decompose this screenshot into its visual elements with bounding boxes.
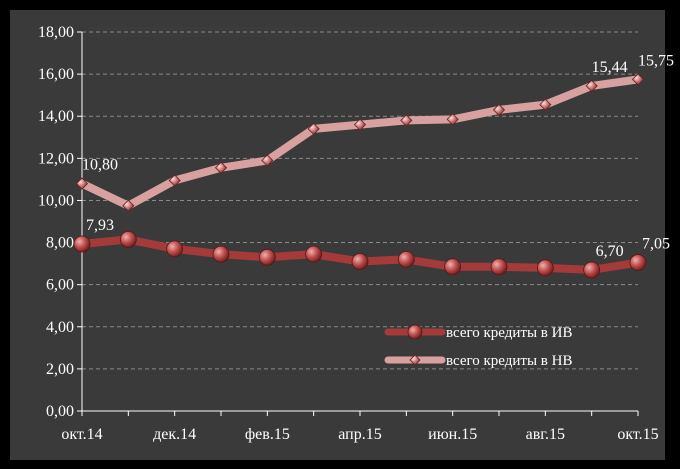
- data-point: [212, 245, 230, 263]
- data-point: [629, 254, 647, 271]
- y-tick-label: 6,00: [46, 277, 74, 294]
- y-tick-label: 0,00: [46, 403, 74, 420]
- data-point: [261, 154, 274, 167]
- data-point: [73, 235, 91, 253]
- data-label: 6,70: [596, 243, 624, 260]
- data-point: [351, 253, 369, 270]
- data-point: [490, 258, 508, 276]
- x-tick-label: фев.15: [245, 426, 290, 443]
- legend-marker: [409, 354, 421, 366]
- y-tick-label: 16,00: [38, 66, 74, 83]
- data-point: [585, 79, 598, 92]
- y-tick-label: 10,00: [38, 192, 74, 209]
- data-label: 7,93: [86, 217, 114, 234]
- data-point: [397, 250, 415, 268]
- data-point: [353, 118, 367, 131]
- legend-label: всего кредиты в ИВ: [446, 325, 572, 341]
- data-point: [122, 199, 135, 212]
- y-tick-label: 2,00: [46, 361, 74, 378]
- y-tick-label: 4,00: [46, 319, 74, 336]
- y-tick-label: 18,00: [38, 24, 74, 41]
- axes: 0,00 2,00 4,00 6,00 8,00 10,00 12,00 14,00 16,00…: [38, 24, 659, 443]
- y-tick-label: 8,00: [46, 235, 74, 252]
- data-point: [492, 103, 506, 116]
- data-point: [583, 261, 601, 279]
- x-tick-label: окт.15: [617, 426, 658, 443]
- data-point: [539, 98, 552, 111]
- data-label: 15,75: [638, 52, 674, 69]
- data-label: 7,05: [642, 236, 670, 253]
- data-label: 10,80: [82, 157, 118, 174]
- plot-area: [10, 10, 665, 460]
- x-tick-label: апр.15: [338, 426, 381, 443]
- data-point: [214, 161, 228, 174]
- data-point: [75, 177, 89, 190]
- data-labels: 7,93 6,70 7,05 10,80 15,44 15,75: [82, 52, 674, 260]
- y-tick-label: 12,00: [38, 150, 74, 167]
- x-tick-label: окт.14: [61, 426, 102, 443]
- x-tick-label: июн.15: [428, 426, 477, 443]
- data-point: [119, 230, 137, 248]
- data-point: [400, 114, 413, 127]
- legend-marker: [407, 324, 423, 340]
- data-point: [444, 258, 462, 276]
- data-point: [166, 240, 184, 258]
- legend: всего кредиты в ИВ всего кредиты в НВ: [384, 324, 572, 369]
- series-layer: [73, 73, 647, 279]
- data-point: [258, 248, 276, 266]
- data-point: [305, 245, 323, 263]
- data-label: 15,44: [592, 59, 628, 76]
- data-point: [307, 122, 320, 135]
- data-point: [168, 174, 181, 187]
- x-tick-label: дек.14: [153, 426, 196, 443]
- y-tick-label: 14,00: [38, 108, 74, 125]
- legend-label: всего кредиты в НВ: [446, 353, 572, 369]
- data-point: [446, 113, 459, 126]
- data-point: [631, 73, 645, 86]
- data-point: [536, 259, 554, 277]
- x-tick-label: авг.15: [526, 426, 565, 443]
